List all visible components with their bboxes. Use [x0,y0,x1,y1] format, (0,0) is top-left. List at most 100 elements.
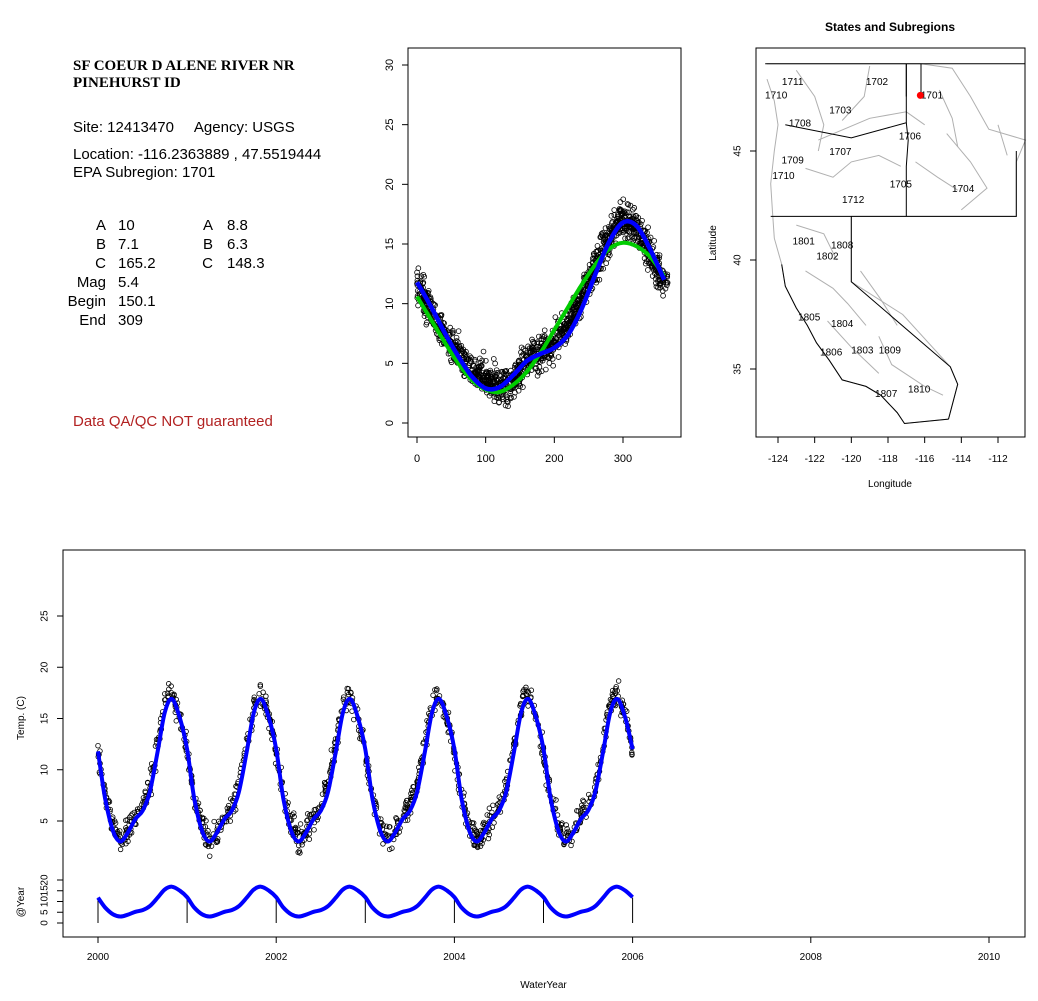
subregion-boundary [795,70,825,152]
data-point [632,212,639,219]
data-point [467,353,473,359]
coastline [781,264,949,425]
data-point [653,283,660,290]
lower-fit-line [96,884,634,919]
data-point [548,353,555,359]
data-point [586,791,592,798]
data-point [609,220,615,226]
data-point [626,229,632,235]
y-tick-label: 0 [384,420,396,426]
subregion-boundary [997,124,1008,156]
data-point [657,278,663,285]
plot-frame [407,47,682,438]
data-point [304,818,310,824]
data-point [475,370,481,377]
data-point [546,360,553,366]
data-point [463,348,469,355]
data-point [552,314,559,320]
data-point [306,836,313,842]
data-point [480,348,487,355]
x-tick-label: -120 [841,454,861,465]
data-point [574,808,580,814]
data-point [251,694,257,700]
site-line: Site: 12413470 Agency: USGS [73,119,295,136]
data-point [511,394,517,400]
data-point [123,817,129,824]
data-point [168,689,174,696]
data-point [404,817,411,823]
data-point [522,347,529,354]
data-point [530,345,537,352]
subregion-label: 1709 [782,156,805,167]
subregion-label: 1806 [820,348,843,359]
data-point [577,810,584,817]
y-axis-label: Temp. (C) [16,696,27,740]
data-point [541,333,548,339]
subregion-label: 1802 [816,252,839,263]
data-point [523,684,529,691]
data-point [496,794,502,800]
data-point [203,818,209,824]
data-point [214,839,221,845]
data-point [599,232,605,239]
data-point [348,690,354,696]
data-point [543,366,549,373]
data-point [530,338,536,345]
data-point [263,693,269,699]
data-point [448,359,455,366]
x-tick-label: 2002 [265,952,288,963]
data-point [496,393,503,400]
subregion-label: 1707 [829,147,852,158]
data-point [489,824,496,831]
param-value: 150.1 [118,293,156,310]
data-point [386,824,392,830]
param-label: End [79,312,106,329]
data-point [550,362,556,369]
param-label: B [202,236,213,253]
data-point [624,235,631,242]
subregion-label: 1703 [829,106,852,117]
data-point [410,783,416,790]
data-point [125,838,131,845]
data-point [539,333,546,340]
data-point [559,329,566,336]
data-point [494,802,500,808]
data-point [536,333,542,340]
subregion-label: 1706 [899,132,922,143]
data-point [525,343,531,350]
lower-y-tick-label: 20 [40,874,51,886]
data-point [489,809,495,816]
data-point [474,371,481,378]
data-point [656,255,663,261]
data-point [501,368,508,375]
subregion-label: 1701 [921,90,944,101]
data-point [340,694,347,700]
param-label: C [95,255,106,272]
y-tick-label: 35 [733,363,744,375]
data-point [463,356,470,362]
data-point [127,814,133,820]
y-tick-label: 10 [384,298,396,310]
subregion-label: 1808 [831,241,854,252]
data-point [492,373,499,380]
state-boundary [905,122,909,217]
subregion-label: 1807 [875,389,898,400]
data-point [595,247,601,254]
x-tick-label: -118 [878,454,898,465]
data-point [615,211,621,218]
subregion-label: 1702 [866,77,889,88]
data-point [173,718,179,724]
x-tick-label: 100 [476,453,494,465]
data-point [311,807,318,813]
data-point [452,339,459,346]
qa-note: Data QA/QC NOT guaranteed [73,413,273,430]
data-point [421,273,428,280]
lower-y-tick-label: 5 [40,909,51,915]
x-tick-label: 0 [414,453,420,465]
y-tick-label: 5 [40,818,51,824]
data-point [499,376,505,383]
data-point [478,363,485,369]
subregion-label: 1708 [789,119,812,130]
station-name-line2: PINEHURST ID [73,75,181,91]
data-point [603,260,609,267]
